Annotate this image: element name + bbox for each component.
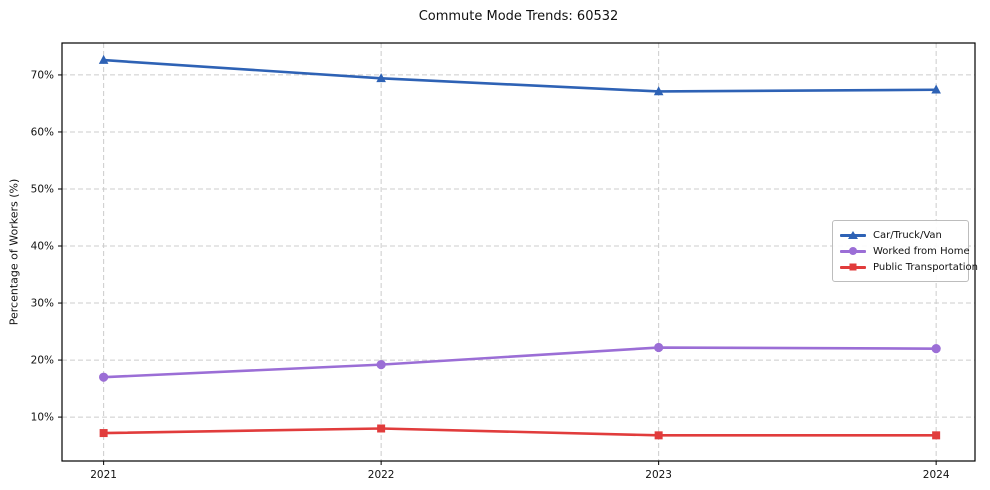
marker-square-public-transportation: [377, 424, 386, 433]
marker-triangle-car-truck-van: [376, 73, 386, 83]
legend-item-worked-from-home: Worked from Home: [840, 243, 970, 259]
legend-label-worked-from-home: Worked from Home: [873, 245, 970, 257]
legend: Car/Truck/Van Worked from Home Public Tran…: [832, 220, 978, 282]
square-icon: [849, 263, 857, 271]
y-tick-label: 60%: [31, 126, 54, 138]
triangle-icon: [848, 231, 858, 239]
legend-label-car-truck-van: Car/Truck/Van: [873, 229, 942, 241]
legend-item-car-truck-van: Car/Truck/Van: [840, 227, 960, 243]
series-line-worked-from-home: [102, 346, 938, 379]
legend-label-public-transportation: Public Transportation: [873, 261, 978, 273]
marker-triangle-car-truck-van: [98, 54, 109, 64]
series-line-public-transportation: [102, 427, 938, 437]
marker-circle-worked-from-home: [654, 342, 664, 353]
marker-square-public-transportation: [99, 429, 108, 438]
y-tick-label: 10%: [31, 412, 54, 424]
series-line-car-truck-van: [102, 58, 938, 93]
y-tick-label: 40%: [31, 241, 54, 253]
y-tick-label: 30%: [31, 298, 54, 310]
axes-spines: [61, 42, 976, 462]
marker-square-public-transportation: [654, 431, 663, 440]
marker-square-public-transportation: [932, 431, 941, 440]
x-tick-label: 2022: [368, 469, 395, 481]
marker-circle-worked-from-home: [99, 372, 109, 382]
y-tick-label: 20%: [31, 355, 54, 367]
y-tick-label: 50%: [31, 183, 54, 195]
x-tick-label: 2021: [90, 469, 117, 481]
marker-triangle-car-truck-van: [931, 84, 941, 94]
circle-icon: [849, 247, 857, 255]
marker-circle-worked-from-home: [931, 344, 941, 354]
chart-title: Commute Mode Trends: 60532: [418, 9, 619, 24]
legend-sample-car-truck-van: [840, 229, 866, 241]
x-tick-label: 2024: [923, 469, 950, 481]
marker-triangle-car-truck-van: [653, 86, 664, 96]
marker-circle-worked-from-home: [376, 360, 386, 370]
y-tick-label: 70%: [31, 69, 54, 81]
x-tick-label: 2023: [645, 469, 672, 481]
legend-sample-public-transportation: [840, 261, 866, 273]
legend-item-public-transportation: Public Transportation: [840, 259, 978, 275]
legend-sample-worked-from-home: [840, 245, 866, 257]
